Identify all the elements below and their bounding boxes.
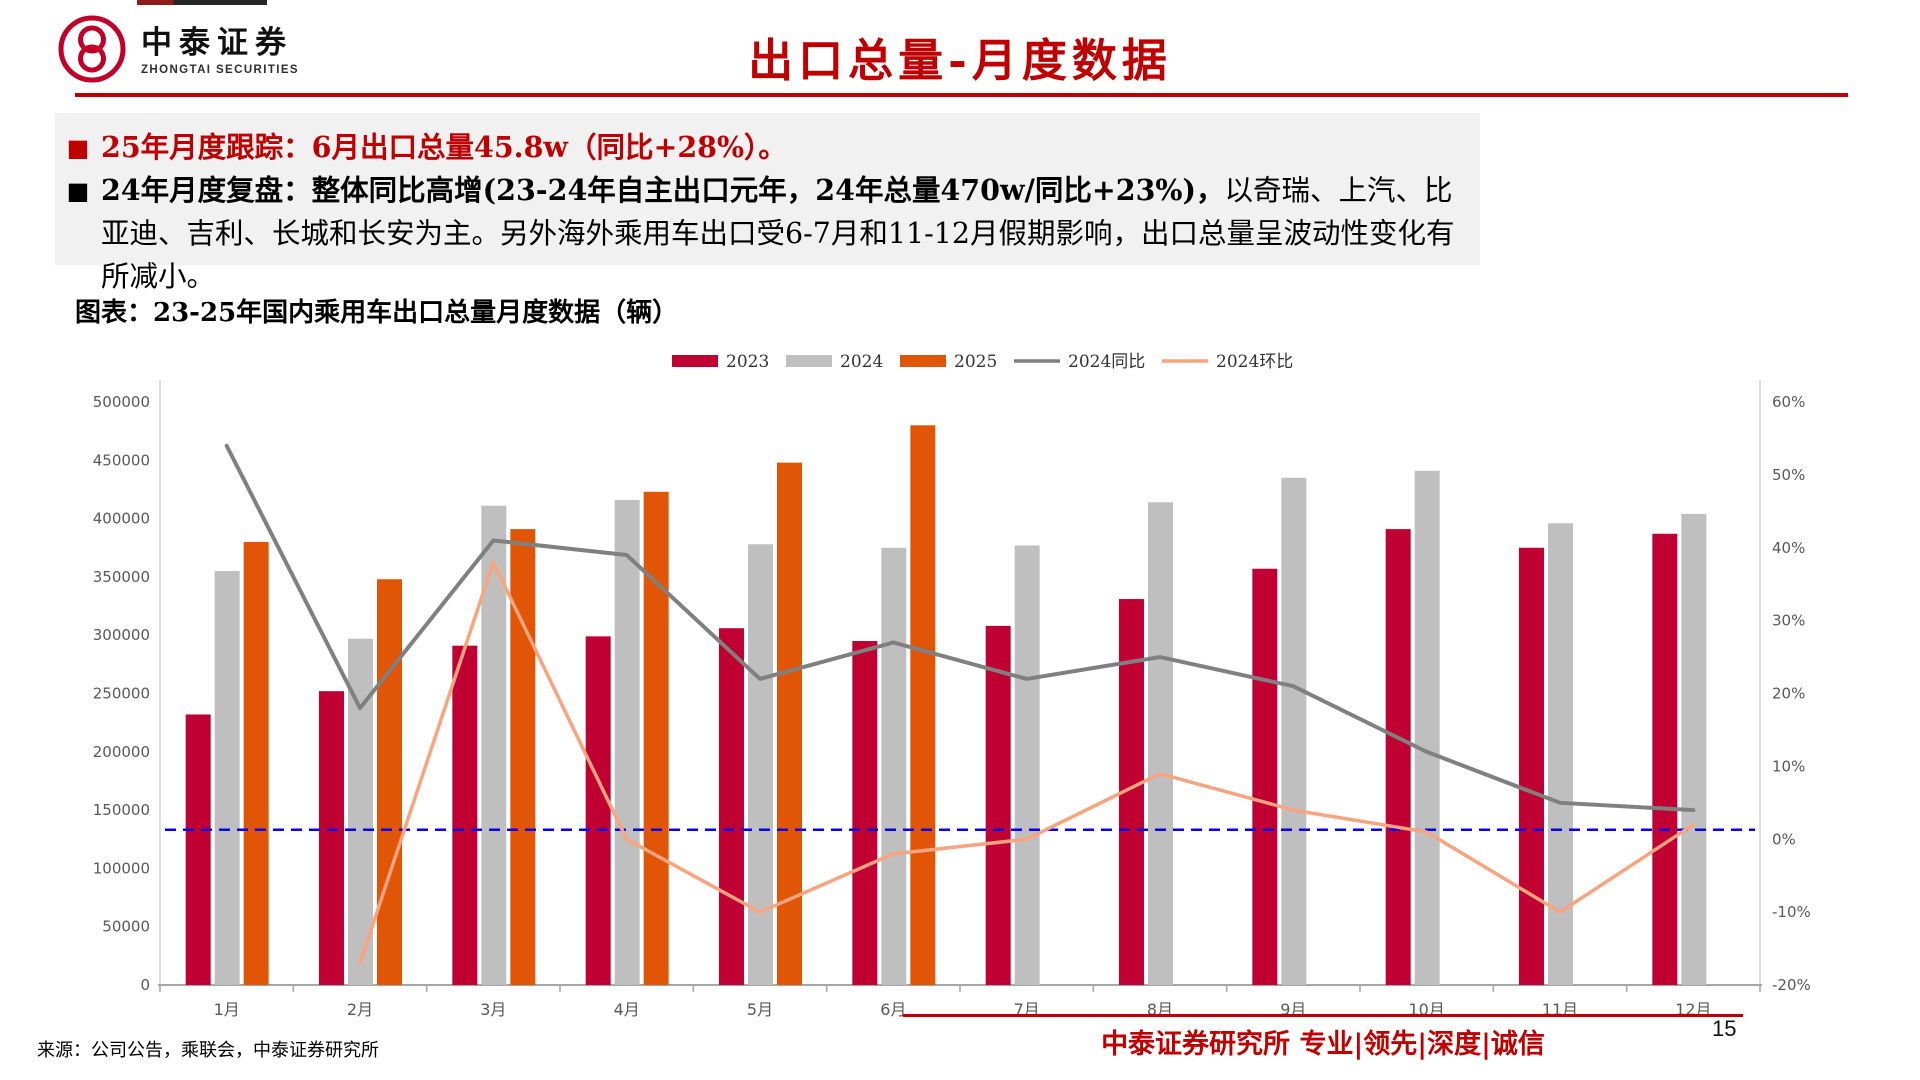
svg-text:-20%: -20% (1772, 976, 1811, 994)
svg-text:1月: 1月 (214, 1000, 240, 1019)
page-number: 15 (1712, 1016, 1737, 1041)
svg-text:40%: 40% (1772, 539, 1805, 557)
svg-text:6月: 6月 (880, 1000, 906, 1019)
svg-text:2月: 2月 (347, 1000, 373, 1019)
svg-text:2025: 2025 (954, 352, 997, 372)
bullet-item-1: ■ 25年月度跟踪：6月出口总量45.8w（同比+28%）。 (55, 126, 1480, 169)
svg-text:2024环比: 2024环比 (1216, 352, 1293, 372)
svg-text:0%: 0% (1772, 830, 1796, 848)
bullet-1-bold: 25年月度跟踪：6月出口总量45.8w（同比+28%）。 (101, 130, 787, 164)
svg-text:4月: 4月 (614, 1000, 640, 1019)
logo-en: ZHONGTAI SECURITIES (141, 63, 300, 76)
bullet-2-bold: 24年月度复盘：整体同比高增(23-24年自主出口元年，24年总量470w/同比… (101, 173, 1225, 207)
svg-text:200000: 200000 (93, 743, 150, 761)
svg-text:5月: 5月 (747, 1000, 773, 1019)
svg-text:50000: 50000 (102, 918, 150, 936)
svg-text:250000: 250000 (93, 685, 150, 703)
bullet-marker: ■ (66, 133, 90, 162)
chart-caption: 图表：23-25年国内乘用车出口总量月度数据（辆） (75, 298, 679, 328)
svg-text:3月: 3月 (480, 1000, 506, 1019)
svg-text:50%: 50% (1772, 466, 1805, 484)
svg-text:450000: 450000 (93, 451, 150, 469)
logo-cn: 中泰证券 (141, 25, 293, 62)
svg-text:500000: 500000 (93, 393, 150, 411)
bullet-box: ■ 25年月度跟踪：6月出口总量45.8w（同比+28%）。 ■ 24年月度复盘… (55, 113, 1480, 293)
svg-text:350000: 350000 (93, 568, 150, 586)
svg-text:150000: 150000 (93, 801, 150, 819)
top-accent-bar (137, 0, 267, 5)
title-underline (75, 93, 1848, 97)
svg-text:10%: 10% (1772, 757, 1805, 775)
zhongtai-logo-icon (55, 12, 129, 90)
svg-text:-10%: -10% (1772, 903, 1811, 921)
footer-source: 来源：公司公告，乘联会，中泰证券研究所 (37, 1040, 379, 1061)
svg-text:400000: 400000 (93, 510, 150, 528)
svg-text:20%: 20% (1772, 685, 1805, 703)
svg-text:30%: 30% (1772, 612, 1805, 630)
page-title: 出口总量-月度数据 (748, 34, 1172, 87)
svg-text:100000: 100000 (93, 859, 150, 877)
svg-text:2024同比: 2024同比 (1068, 352, 1145, 372)
logo: 中泰证券 ZHONGTAI SECURITIES (55, 12, 299, 90)
export-chart: 0 50000 100000 150000 200000 250000 300000 3500… (93, 352, 1811, 1019)
bullet-item-2: ■ 24年月度复盘：整体同比高增(23-24年自主出口元年，24年总量470w/… (55, 169, 1480, 298)
bullet-2-rest: 以奇瑞、上汽、比亚迪、吉利、长城和长安为主。另外海外乘用车出口受6-7月和11-… (101, 174, 1455, 293)
svg-text:2023: 2023 (726, 352, 769, 372)
svg-text:2024: 2024 (840, 352, 883, 372)
footer-rule (903, 1014, 1743, 1017)
svg-text:300000: 300000 (93, 626, 150, 644)
svg-text:60%: 60% (1772, 393, 1805, 411)
svg-text:0: 0 (140, 976, 150, 994)
bullet-marker: ■ (66, 176, 90, 205)
footer-slogan: 中泰证券研究所 专业|领先|深度|诚信 (1101, 1029, 1545, 1060)
